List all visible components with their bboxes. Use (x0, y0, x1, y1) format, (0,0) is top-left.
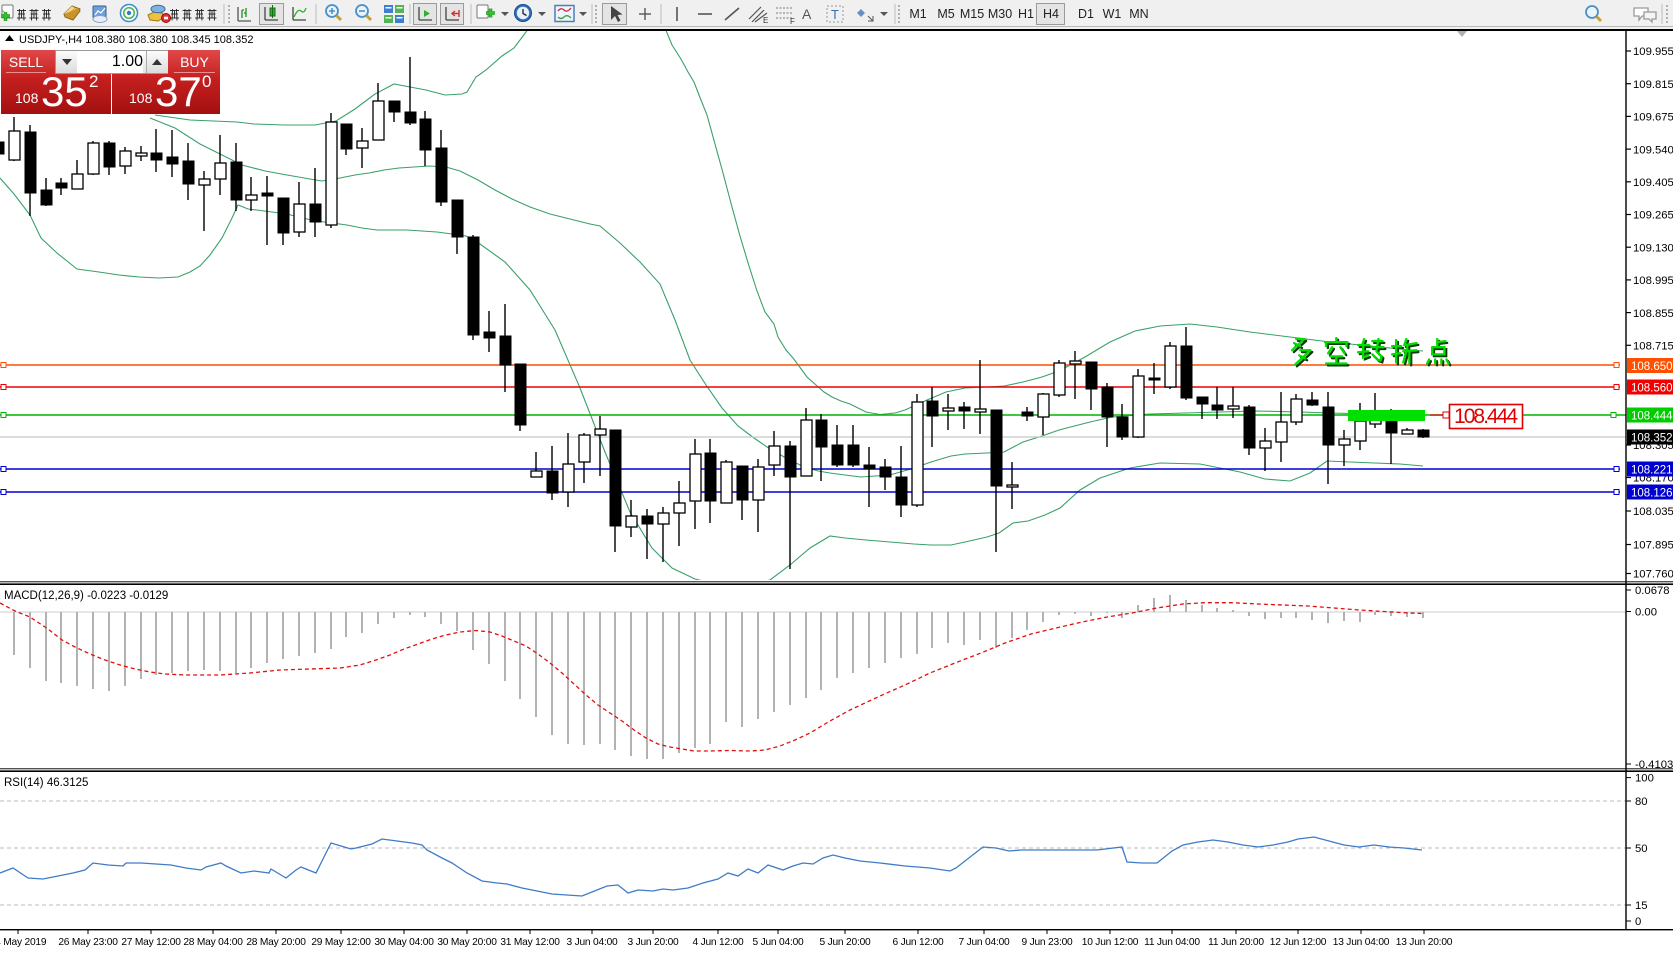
svg-text:0.0678: 0.0678 (1635, 585, 1670, 597)
svg-text:12 Jun 12:00: 12 Jun 12:00 (1270, 937, 1327, 948)
svg-text:6 Jun 12:00: 6 Jun 12:00 (892, 937, 944, 948)
svg-text:13 Jun 04:00: 13 Jun 04:00 (1333, 937, 1390, 948)
svg-text:108.221: 108.221 (1631, 464, 1673, 476)
svg-text:H4: H4 (1043, 7, 1059, 21)
svg-text:10 Jun 12:00: 10 Jun 12:00 (1082, 937, 1139, 948)
svg-text:9 Jun 23:00: 9 Jun 23:00 (1021, 937, 1073, 948)
svg-text:28 May 20:00: 28 May 20:00 (246, 937, 306, 948)
svg-text:109.675: 109.675 (1633, 112, 1673, 124)
svg-text:4 Jun 12:00: 4 Jun 12:00 (692, 937, 744, 948)
svg-text:107.760: 107.760 (1633, 569, 1673, 581)
svg-text:28 May 04:00: 28 May 04:00 (183, 937, 243, 948)
svg-text:50: 50 (1635, 843, 1648, 855)
svg-text:108.352: 108.352 (1631, 432, 1673, 444)
svg-text:108.560: 108.560 (1631, 382, 1673, 394)
svg-text:31 May 12:00: 31 May 12:00 (500, 937, 560, 948)
svg-text:108.995: 108.995 (1633, 275, 1673, 287)
svg-text:MACD(12,26,9) -0.0223 -0.0129: MACD(12,26,9) -0.0223 -0.0129 (4, 590, 168, 602)
svg-text:0.00: 0.00 (1635, 607, 1657, 619)
svg-text:0: 0 (1635, 916, 1641, 928)
svg-text:5 Jun 20:00: 5 Jun 20:00 (819, 937, 871, 948)
svg-text:109.405: 109.405 (1633, 177, 1673, 189)
svg-text:M15: M15 (960, 7, 984, 21)
svg-text:100: 100 (1635, 773, 1654, 785)
svg-text:E: E (763, 16, 768, 25)
svg-text:108.444: 108.444 (1631, 410, 1673, 422)
svg-text:107.895: 107.895 (1633, 540, 1673, 552)
svg-text:USDJPY-,H4 108.380 108.380 10: USDJPY-,H4 108.380 108.380 108.345 108.3… (19, 34, 253, 46)
svg-text:108.650: 108.650 (1631, 361, 1673, 373)
svg-text:11 Jun 20:00: 11 Jun 20:00 (1208, 937, 1264, 948)
svg-text:109.540: 109.540 (1633, 144, 1673, 156)
svg-text:30 May 04:00: 30 May 04:00 (374, 937, 434, 948)
svg-text:108.715: 108.715 (1633, 341, 1673, 353)
svg-text:M30: M30 (988, 7, 1012, 21)
svg-text:3 Jun 20:00: 3 Jun 20:00 (627, 937, 679, 948)
svg-text:M5: M5 (937, 7, 954, 21)
svg-text:W1: W1 (1103, 7, 1122, 21)
svg-text:29 May 12:00: 29 May 12:00 (311, 937, 371, 948)
svg-text:108.444: 108.444 (1454, 405, 1518, 428)
svg-text:3 Jun 04:00: 3 Jun 04:00 (566, 937, 618, 948)
svg-text:A: A (802, 6, 812, 22)
svg-text:MN: MN (1129, 7, 1148, 21)
svg-text:7 Jun 04:00: 7 Jun 04:00 (958, 937, 1010, 948)
svg-text:T: T (831, 7, 839, 22)
svg-text:27 May 12:00: 27 May 12:00 (121, 937, 181, 948)
svg-text:RSI(14) 46.3125: RSI(14) 46.3125 (4, 777, 88, 789)
svg-text:109.955: 109.955 (1633, 46, 1673, 58)
svg-text:11 Jun 04:00: 11 Jun 04:00 (1144, 937, 1200, 948)
svg-text:108.855: 108.855 (1633, 308, 1673, 320)
svg-text:-0.4103: -0.4103 (1635, 759, 1673, 771)
svg-text:109.815: 109.815 (1633, 79, 1673, 91)
svg-text:5 Jun 04:00: 5 Jun 04:00 (752, 937, 804, 948)
svg-text:13 Jun 20:00: 13 Jun 20:00 (1396, 937, 1453, 948)
svg-text:109.130: 109.130 (1633, 242, 1673, 254)
svg-text:24 May 2019: 24 May 2019 (0, 937, 47, 948)
svg-text:108.035: 108.035 (1633, 506, 1673, 518)
svg-text:108.126: 108.126 (1631, 487, 1673, 499)
svg-text:15: 15 (1635, 900, 1648, 912)
svg-text:30 May 20:00: 30 May 20:00 (437, 937, 497, 948)
svg-text:26 May 23:00: 26 May 23:00 (58, 937, 118, 948)
svg-text:D1: D1 (1078, 7, 1094, 21)
svg-text:F: F (790, 17, 795, 26)
svg-text:109.265: 109.265 (1633, 210, 1673, 222)
svg-text:M1: M1 (909, 7, 926, 21)
svg-text:80: 80 (1635, 796, 1648, 808)
svg-text:H1: H1 (1018, 7, 1034, 21)
